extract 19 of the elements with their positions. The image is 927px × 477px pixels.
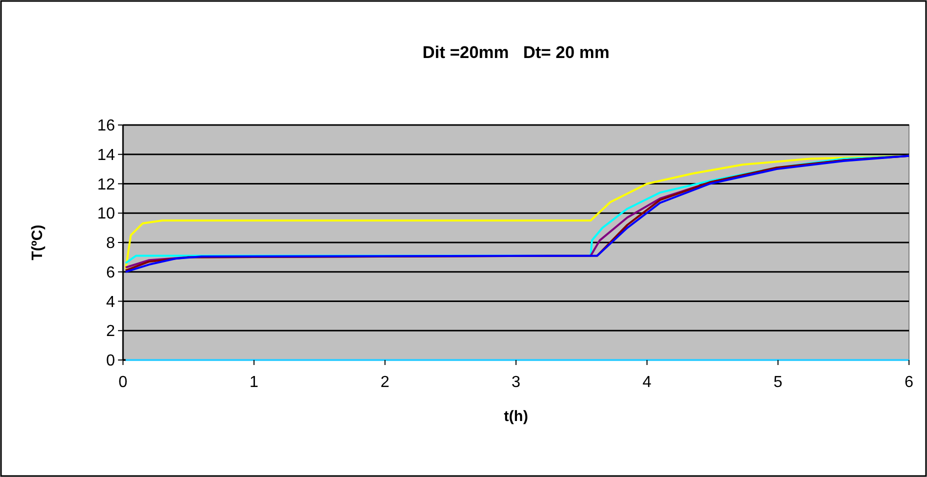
x-tick-label: 6 — [904, 374, 914, 391]
y-tick-label: 16 — [97, 118, 116, 135]
x-tick-label: 5 — [774, 374, 783, 391]
y-tick-label: 10 — [97, 206, 116, 223]
y-tick-label: 4 — [106, 294, 116, 311]
y-tick-label: 0 — [106, 352, 116, 370]
y-tick-label: 8 — [106, 235, 116, 252]
y-tick-label: 2 — [106, 323, 116, 340]
x-tick-label: 4 — [642, 374, 652, 391]
x-tick-label: 3 — [512, 374, 521, 391]
x-tick-label: 1 — [250, 374, 259, 391]
x-tick-label: 0 — [118, 374, 128, 391]
chart-title: Dit =20mm Dt= 20 mm — [422, 43, 610, 62]
y-axis-title: T(ºC) — [29, 224, 46, 260]
y-tick-label: 12 — [97, 176, 116, 194]
y-tick-label: 6 — [106, 264, 116, 282]
x-tick-label: 2 — [380, 374, 390, 391]
y-tick-label: 14 — [97, 146, 116, 164]
x-axis-title: t(h) — [504, 408, 528, 425]
